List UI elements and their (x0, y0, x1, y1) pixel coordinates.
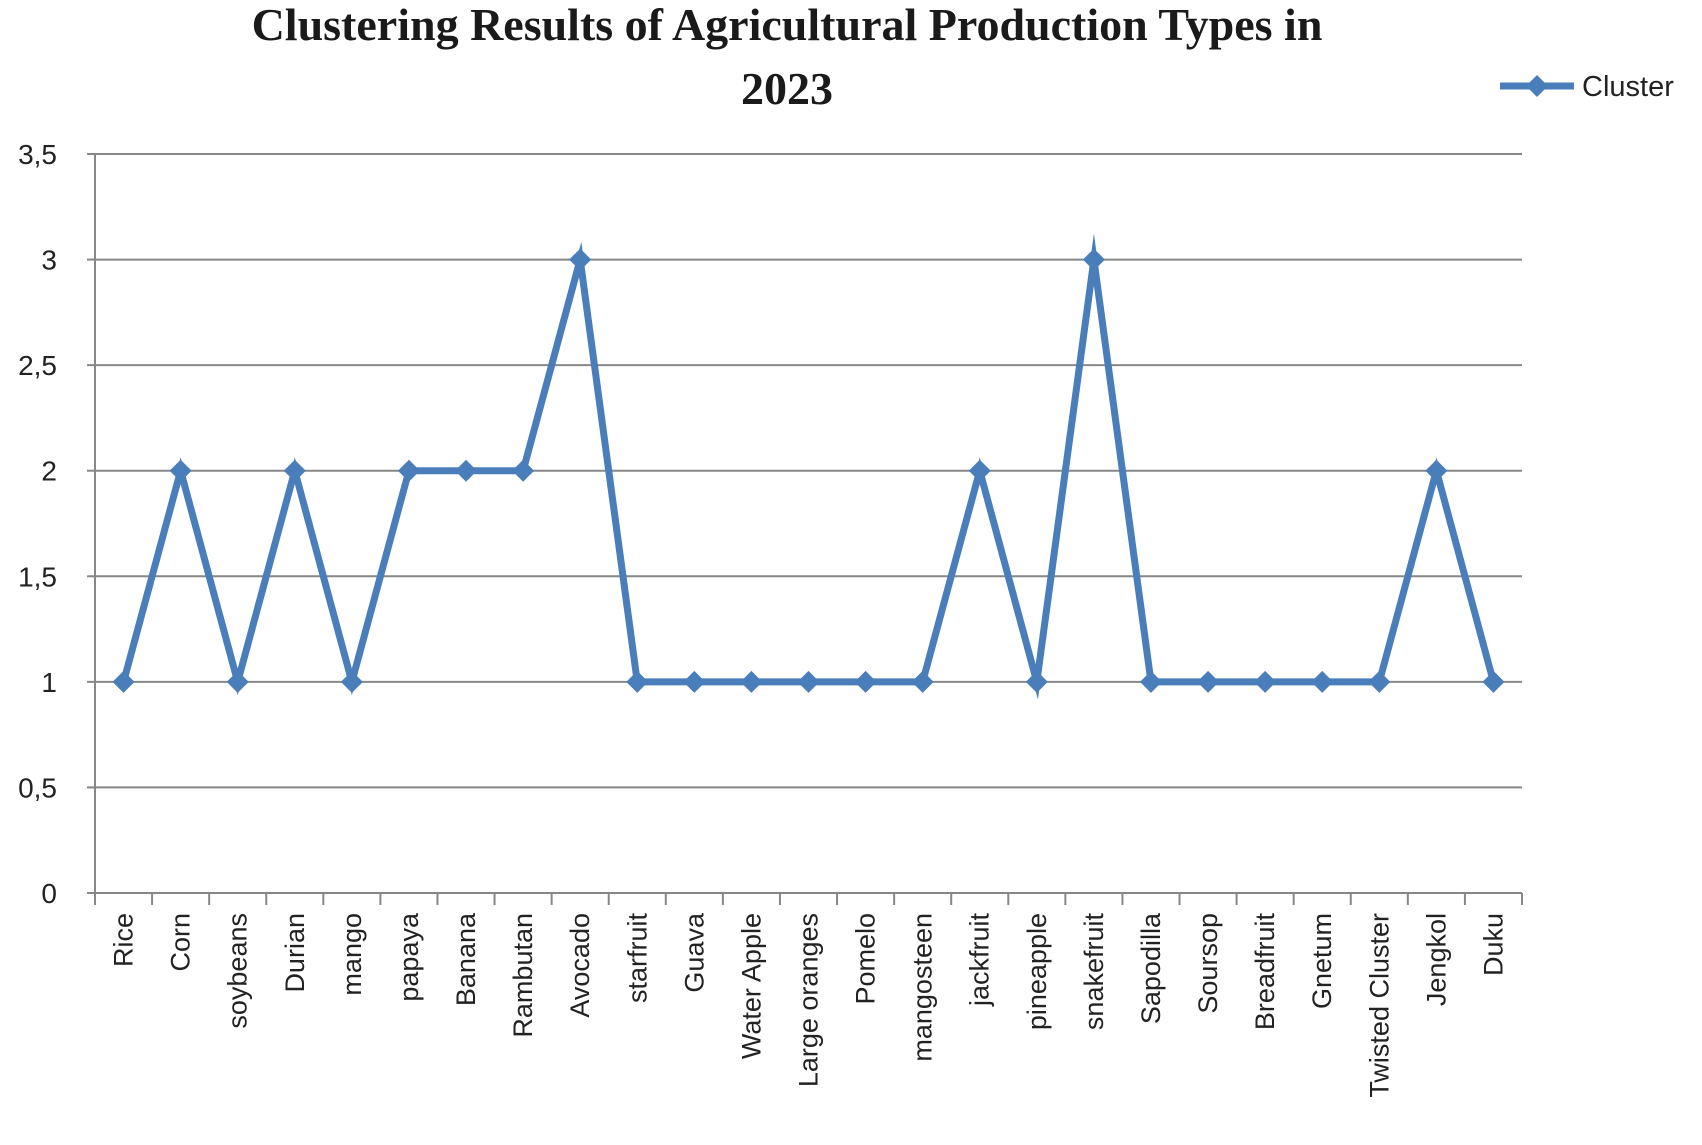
x-tick-label-15: jackfruit (965, 913, 995, 1008)
y-tick-label-0: 0 (41, 878, 57, 909)
x-tick-label-12: Large oranges (794, 913, 824, 1087)
y-axis-tick-labels: 0 0,5 1 1,5 2 2,5 3 3,5 (18, 139, 57, 909)
data-point-6 (455, 459, 478, 482)
data-point-10 (683, 670, 706, 693)
data-point-22 (1368, 670, 1391, 693)
x-tick-label-23: Jengkol (1421, 913, 1451, 1006)
x-tick-label-6: Banana (451, 912, 481, 1006)
legend: Cluster (1500, 71, 1674, 103)
x-tick-label-8: Avocado (565, 913, 595, 1018)
y-tick-label-1: 0,5 (18, 772, 57, 803)
y-tick-label-2: 1 (41, 667, 57, 698)
chart-title: Clustering Results of Agricultural Produ… (252, 0, 1323, 114)
x-tick-label-10: Guava (679, 912, 709, 993)
data-point-4 (340, 670, 363, 693)
data-point-5 (397, 459, 420, 482)
chart-title-line-2: 2023 (741, 63, 833, 114)
x-tick-label-18: Sapodilla (1136, 912, 1166, 1024)
data-point-2 (226, 670, 249, 693)
x-tick-label-5: papaya (394, 912, 424, 1002)
y-tick-label-4: 2 (41, 456, 57, 487)
gridlines (95, 153, 1522, 789)
legend-label-cluster: Cluster (1582, 71, 1674, 103)
data-point-0 (112, 670, 135, 693)
data-point-18 (1139, 670, 1162, 693)
data-point-1 (169, 459, 192, 482)
data-point-20 (1254, 670, 1277, 693)
x-tick-label-22: Twisted Cluster (1364, 913, 1394, 1098)
x-tick-label-13: Pomelo (851, 913, 881, 1005)
data-point-15 (968, 459, 991, 482)
x-tick-label-14: mangosteen (908, 913, 938, 1062)
y-tick-label-3: 1,5 (18, 561, 57, 592)
data-point-14 (911, 670, 934, 693)
data-point-23 (1425, 459, 1448, 482)
data-point-9 (626, 670, 649, 693)
x-tick-label-11: Water Apple (736, 913, 766, 1059)
data-point-8 (569, 248, 592, 271)
x-tick-label-4: mango (337, 913, 367, 996)
series-cluster (112, 233, 1505, 700)
x-tick-label-17: snakefruit (1079, 913, 1109, 1031)
data-point-17 (1082, 248, 1105, 271)
y-tick-label-5: 2,5 (18, 350, 57, 381)
x-tick-label-19: Soursop (1193, 913, 1223, 1014)
y-tick-label-7: 3,5 (18, 139, 57, 170)
x-axis-tick-labels: Rice Corn soybeans Durian mango papaya Banana R… (109, 912, 1509, 1098)
x-tick-label-0: Rice (109, 913, 139, 967)
data-point-3 (283, 459, 306, 482)
data-point-21 (1311, 670, 1334, 693)
legend-marker-icon (1526, 75, 1548, 97)
x-tick-label-9: starfruit (622, 913, 652, 1004)
x-tick-label-21: Gnetum (1307, 913, 1337, 1009)
x-tick-label-7: Rambutan (508, 913, 538, 1038)
data-point-16 (1025, 670, 1048, 693)
chart-title-line-1: Clustering Results of Agricultural Produ… (252, 0, 1323, 50)
data-point-11 (740, 670, 763, 693)
y-tick-label-6: 3 (41, 245, 57, 276)
data-point-19 (1197, 670, 1220, 693)
x-tick-label-20: Breadfruit (1250, 913, 1280, 1031)
x-tick-label-16: pineapple (1022, 913, 1052, 1030)
axes (87, 153, 1523, 905)
x-tick-label-2: soybeans (223, 913, 253, 1029)
x-tick-label-24: Duku (1478, 913, 1508, 976)
x-tick-label-1: Corn (166, 913, 196, 972)
x-tick-label-3: Durian (280, 913, 310, 993)
data-point-7 (512, 459, 535, 482)
data-point-24 (1482, 670, 1505, 693)
data-point-13 (854, 670, 877, 693)
data-point-12 (797, 670, 820, 693)
